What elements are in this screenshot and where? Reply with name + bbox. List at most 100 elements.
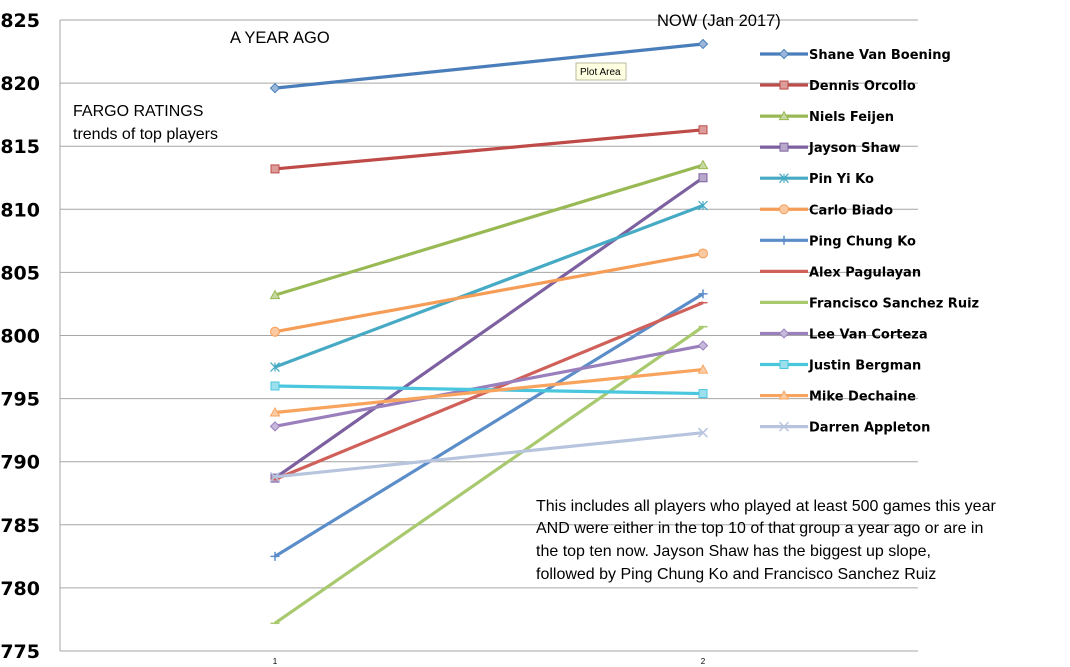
legend-item-carlo-biado: Carlo Biado bbox=[760, 203, 893, 218]
series-mike-dechaine bbox=[269, 364, 709, 417]
legend-item-lee-van-corteza: Lee Van Corteza bbox=[760, 327, 928, 342]
point-carlo-biado bbox=[698, 248, 708, 259]
point-darren-appleton bbox=[697, 427, 709, 438]
line-dennis-orcollo bbox=[274, 128, 704, 171]
legend-marker-lee-van-corteza bbox=[778, 328, 790, 339]
series-lee-van-corteza bbox=[269, 340, 709, 432]
axes bbox=[59, 20, 918, 652]
legend-label-alex-pagulayan: Alex Pagulayan bbox=[809, 265, 921, 280]
legend-label-dennis-orcollo: Dennis Orcollo bbox=[809, 79, 916, 94]
legend-item-darren-appleton: Darren Appleton bbox=[760, 421, 930, 436]
note-line-1: This includes all players who played at … bbox=[536, 498, 996, 515]
point-niels-feijen bbox=[697, 159, 709, 170]
legend-item-alex-pagulayan: Alex Pagulayan bbox=[760, 265, 921, 280]
point-carlo-biado bbox=[270, 326, 280, 337]
point-pin-yi-ko bbox=[698, 200, 708, 211]
gridlines bbox=[60, 19, 918, 652]
legend-label-justin-bergman: Justin Bergman bbox=[808, 359, 921, 374]
y-tick-label: 775 bbox=[0, 641, 40, 663]
y-tick-label: 820 bbox=[0, 73, 40, 95]
legend-item-shane-van-boening: Shane Van Boening bbox=[760, 48, 951, 63]
note-line-3: the top ten now. Jayson Shaw has the big… bbox=[536, 543, 931, 560]
x-tick-label: 2 bbox=[701, 657, 706, 666]
point-niels-feijen bbox=[269, 289, 281, 300]
series-ping-chung-ko bbox=[270, 289, 708, 561]
series-shane-van-boening bbox=[269, 38, 709, 94]
point-ping-chung-ko bbox=[270, 551, 280, 561]
y-tick-label: 785 bbox=[0, 515, 40, 537]
legend-marker-darren-appleton bbox=[778, 421, 790, 432]
y-tick-label: 800 bbox=[0, 326, 40, 348]
point-jayson-shaw bbox=[698, 173, 708, 183]
legend-item-niels-feijen: Niels Feijen bbox=[760, 110, 894, 125]
line-darren-appleton bbox=[274, 431, 704, 479]
y-tick-label: 780 bbox=[0, 578, 40, 600]
legend-marker-jayson-shaw bbox=[779, 142, 789, 152]
line-mike-dechaine bbox=[274, 367, 704, 415]
y-tick-label: 815 bbox=[0, 136, 40, 158]
y-tick-label: 795 bbox=[0, 389, 40, 411]
line-lee-van-corteza bbox=[274, 344, 704, 428]
line-shane-van-boening bbox=[274, 42, 704, 90]
legend-label-carlo-biado: Carlo Biado bbox=[809, 203, 893, 218]
point-mike-dechaine bbox=[269, 406, 281, 417]
legend-marker-dennis-orcollo bbox=[779, 80, 789, 90]
legend-item-mike-dechaine: Mike Dechaine bbox=[760, 390, 916, 405]
legend-label-francisco-sanchez-ruiz: Francisco Sanchez Ruiz bbox=[809, 296, 979, 311]
legend-label-pin-yi-ko: Pin Yi Ko bbox=[809, 172, 874, 187]
legend-marker-niels-feijen bbox=[778, 110, 790, 121]
x-tick-label: 1 bbox=[273, 657, 278, 666]
legend-label-darren-appleton: Darren Appleton bbox=[809, 421, 930, 436]
point-justin-bergman bbox=[270, 381, 280, 391]
legend-item-jayson-shaw: Jayson Shaw bbox=[760, 141, 901, 156]
legend-marker-ping-chung-ko bbox=[779, 235, 789, 245]
line-pin-yi-ko bbox=[274, 204, 704, 369]
legend: Shane Van Boening Dennis Orcollo Niels Fei… bbox=[760, 48, 979, 436]
line-ping-chung-ko bbox=[274, 292, 704, 558]
point-dennis-orcollo bbox=[698, 125, 708, 135]
point-ping-chung-ko bbox=[698, 289, 708, 299]
series-pin-yi-ko bbox=[270, 200, 708, 372]
note-line-2: AND were either in the top 10 of that gr… bbox=[536, 520, 983, 537]
point-dennis-orcollo bbox=[270, 164, 280, 174]
legend-item-ping-chung-ko: Ping Chung Ko bbox=[760, 234, 916, 249]
legend-marker-justin-bergman bbox=[779, 360, 789, 369]
legend-item-francisco-sanchez-ruiz: Francisco Sanchez Ruiz bbox=[760, 296, 979, 311]
point-darren-appleton bbox=[269, 471, 281, 482]
series-dennis-orcollo bbox=[270, 125, 708, 174]
legend-marker-carlo-biado bbox=[779, 204, 789, 215]
subtitle-line-2: trends of top players bbox=[73, 126, 218, 143]
y-tick-label: 805 bbox=[0, 262, 40, 284]
y-tick-label: 790 bbox=[0, 452, 40, 474]
plot-area-tooltip: Plot Area bbox=[575, 62, 627, 81]
line-jayson-shaw bbox=[274, 176, 704, 480]
line-niels-feijen bbox=[274, 163, 704, 297]
point-pin-yi-ko bbox=[270, 362, 280, 372]
legend-item-pin-yi-ko: Pin Yi Ko bbox=[760, 172, 874, 187]
left-header: A YEAR AGO bbox=[230, 29, 330, 47]
series-lines bbox=[269, 38, 709, 625]
note-line-4: followed by Ping Chung Ko and Francisco … bbox=[536, 566, 936, 583]
series-niels-feijen bbox=[269, 159, 709, 300]
legend-label-lee-van-corteza: Lee Van Corteza bbox=[809, 327, 928, 342]
series-darren-appleton bbox=[269, 427, 709, 482]
y-axis-tick-labels: 775 780 785 790 795 800 805 810 815 820 825 bbox=[0, 10, 40, 663]
y-tick-label: 825 bbox=[0, 10, 40, 32]
subtitle-line-1: FARGO RATINGS bbox=[73, 103, 203, 120]
legend-marker-mike-dechaine bbox=[778, 390, 790, 400]
series-carlo-biado bbox=[270, 248, 708, 337]
legend-label-ping-chung-ko: Ping Chung Ko bbox=[809, 234, 916, 249]
point-mike-dechaine bbox=[697, 364, 709, 374]
y-tick-label: 810 bbox=[0, 199, 40, 221]
point-lee-van-corteza bbox=[697, 340, 709, 351]
legend-item-dennis-orcollo: Dennis Orcollo bbox=[760, 79, 916, 94]
legend-marker-shane-van-boening bbox=[778, 48, 790, 60]
legend-label-niels-feijen: Niels Feijen bbox=[809, 110, 894, 125]
legend-label-jayson-shaw: Jayson Shaw bbox=[808, 141, 901, 156]
line-carlo-biado bbox=[274, 251, 704, 334]
point-lee-van-corteza bbox=[269, 421, 281, 432]
point-justin-bergman bbox=[698, 389, 708, 399]
point-shane-van-boening bbox=[269, 82, 281, 94]
